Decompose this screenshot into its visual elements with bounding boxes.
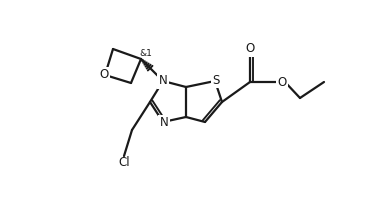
Text: &1: &1 [139,50,152,59]
Text: O: O [99,68,109,82]
Text: O: O [245,43,255,56]
Text: S: S [212,73,220,87]
Text: N: N [159,74,167,88]
Text: O: O [278,75,287,89]
Text: N: N [160,116,168,130]
Text: Cl: Cl [118,155,130,169]
